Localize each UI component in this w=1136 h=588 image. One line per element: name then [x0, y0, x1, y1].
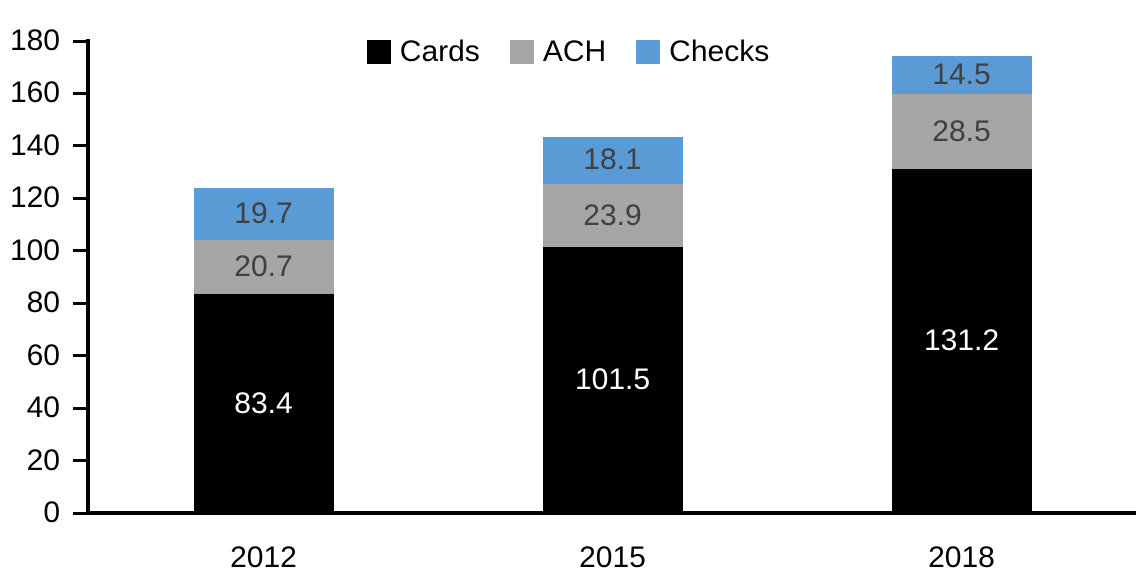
bar-value-label: 14.5 [932, 58, 991, 92]
bar-segment-ach-2018: 28.5 [891, 94, 1032, 169]
bar-segment-ach-2012: 20.7 [193, 240, 334, 295]
y-tick-mark [73, 196, 86, 200]
bar-value-label: 101.5 [574, 362, 651, 396]
bar-value-label: 18.1 [583, 143, 642, 177]
bar-value-label: 20.7 [234, 250, 293, 284]
bar-value-label: 131.2 [923, 323, 1000, 357]
y-tick-label: 20 [26, 443, 60, 477]
bar-value-label: 83.4 [234, 386, 293, 420]
x-category-label: 2018 [928, 541, 995, 574]
y-tick-mark [73, 39, 86, 43]
bar-segment-cards-2018: 131.2 [891, 168, 1032, 513]
y-tick-mark [73, 511, 86, 515]
bar-segment-cards-2012: 83.4 [193, 294, 334, 513]
legend-label: Checks [669, 35, 770, 68]
y-tick-label: 40 [26, 391, 60, 425]
y-tick-label: 80 [26, 286, 60, 320]
y-tick-mark [73, 249, 86, 253]
y-tick-label: 140 [9, 128, 60, 162]
legend-item-checks: Checks [636, 37, 769, 67]
y-tick-mark [73, 144, 86, 148]
y-tick-label: 160 [9, 76, 60, 110]
legend-item-ach: ACH [509, 35, 607, 68]
y-tick-mark [73, 354, 86, 358]
y-tick-mark [73, 301, 86, 305]
y-tick-label: 180 [9, 24, 60, 57]
bar-value-label: 28.5 [932, 114, 991, 148]
legend: Cards ACH Checks [0, 36, 1136, 68]
bar-segment-checks-2015: 18.1 [542, 136, 683, 185]
y-tick-mark [73, 459, 86, 463]
x-category-label: 2012 [230, 541, 297, 574]
bar-segment-checks-2012: 19.7 [193, 188, 334, 241]
y-tick-label: 60 [26, 338, 60, 372]
legend-swatch-checks-icon [636, 40, 661, 64]
bar-value-label: 19.7 [234, 197, 293, 231]
legend-item-cards: Cards [366, 35, 480, 68]
y-axis-line [86, 39, 90, 515]
y-tick-label: 100 [9, 233, 60, 267]
bar-segment-checks-2018: 14.5 [891, 56, 1032, 95]
legend-label: Cards [399, 35, 480, 68]
legend-swatch-ach-icon [509, 40, 534, 64]
y-tick-label: 120 [9, 181, 60, 215]
bar-value-label: 23.9 [583, 198, 642, 232]
y-tick-mark [73, 91, 86, 95]
legend-label: ACH [542, 35, 607, 68]
x-category-label: 2015 [579, 541, 646, 574]
y-tick-label: 0 [43, 496, 60, 529]
y-tick-mark [73, 406, 86, 410]
bar-segment-ach-2015: 23.9 [542, 184, 683, 247]
legend-swatch-cards-icon [366, 40, 391, 64]
bar-segment-cards-2015: 101.5 [542, 246, 683, 513]
x-axis-line [86, 511, 1136, 515]
